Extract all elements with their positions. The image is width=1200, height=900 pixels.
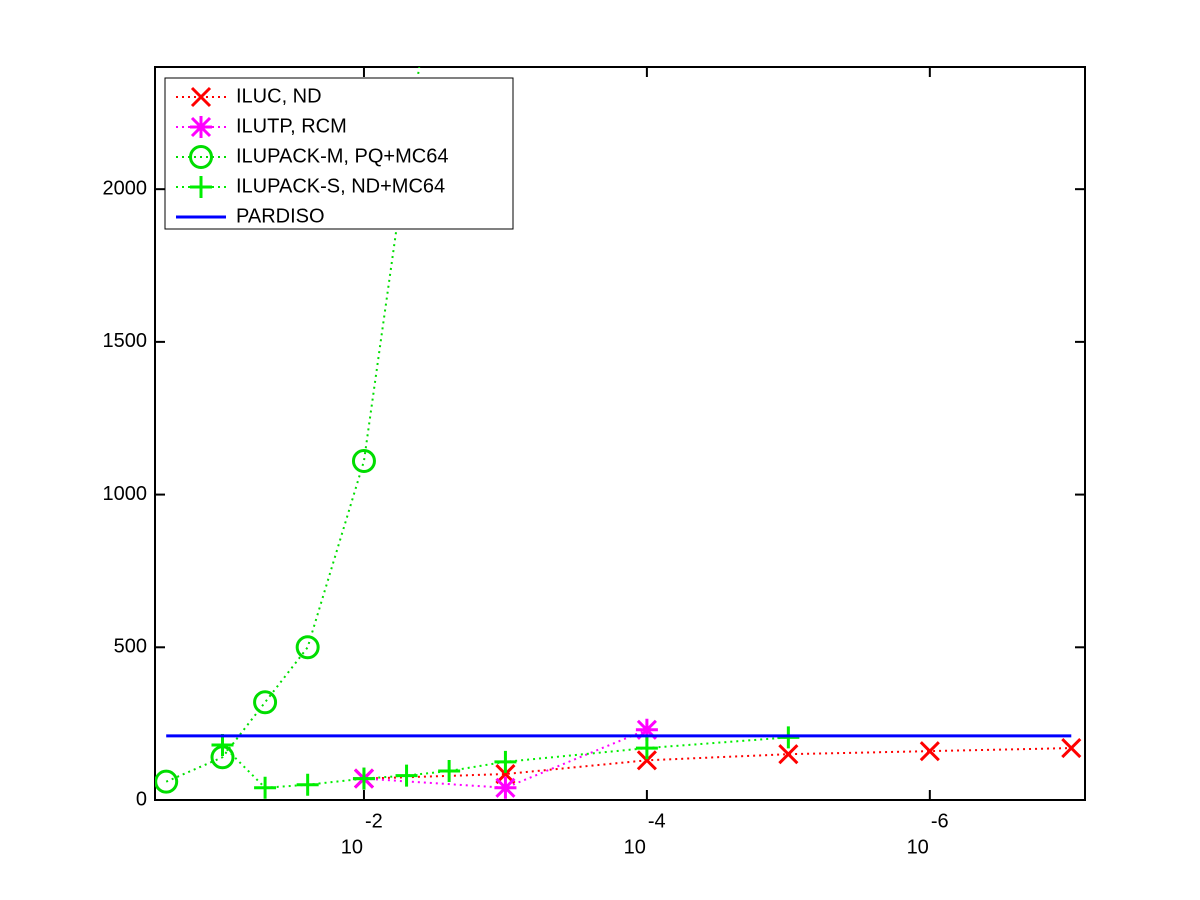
data-point bbox=[351, 448, 376, 473]
data-point bbox=[253, 690, 278, 715]
legend-marker bbox=[190, 116, 212, 138]
data-point bbox=[494, 776, 517, 799]
data-point bbox=[635, 737, 658, 760]
legend-label: ILUPACK-M, PQ+MC64 bbox=[236, 145, 448, 167]
data-point bbox=[636, 750, 657, 771]
legend-label: ILUPACK-S, ND+MC64 bbox=[236, 175, 445, 197]
legend-box bbox=[164, 77, 514, 230]
data-point bbox=[778, 744, 799, 765]
legend-marker bbox=[190, 176, 212, 198]
data-point bbox=[254, 776, 277, 799]
data-point bbox=[494, 750, 517, 773]
legend-label: ILUTP, RCM bbox=[236, 115, 347, 137]
data-layer bbox=[155, 67, 1082, 799]
data-point bbox=[296, 773, 319, 796]
data-point bbox=[395, 764, 418, 787]
data-point bbox=[438, 759, 461, 782]
x-tick-label: 10 bbox=[907, 836, 929, 858]
y-tick-label: 1500 bbox=[103, 330, 148, 352]
x-tick-label: 10 bbox=[341, 836, 363, 858]
legend-marker bbox=[190, 86, 212, 108]
series-line bbox=[363, 747, 1072, 780]
data-point bbox=[155, 769, 179, 794]
legend-label: PARDISO bbox=[236, 205, 325, 227]
series-line bbox=[221, 736, 789, 789]
y-tick-label: 2000 bbox=[103, 177, 148, 199]
data-point bbox=[635, 718, 658, 741]
y-tick-label: 500 bbox=[114, 636, 147, 658]
data-point bbox=[777, 726, 800, 749]
x-tick-exponent: -6 bbox=[931, 810, 949, 832]
data-point bbox=[1061, 738, 1082, 759]
plot-frame bbox=[154, 66, 1086, 801]
data-point bbox=[352, 767, 375, 790]
x-tick-label: 10 bbox=[624, 836, 646, 858]
legend-label: ILUC, ND bbox=[236, 85, 322, 107]
y-tick-label: 1000 bbox=[103, 483, 148, 505]
data-point bbox=[919, 741, 940, 762]
legend: ILUC, ND ILUTP, RCM ILUPACK-M, PQ+MC64 ILUP… bbox=[164, 77, 514, 230]
legend-marker bbox=[189, 145, 213, 169]
data-point bbox=[211, 734, 234, 757]
x-tick-exponent: -4 bbox=[648, 810, 666, 832]
data-point bbox=[295, 635, 320, 660]
x-tick-exponent: -2 bbox=[365, 810, 383, 832]
y-tick-label: 0 bbox=[136, 788, 147, 810]
